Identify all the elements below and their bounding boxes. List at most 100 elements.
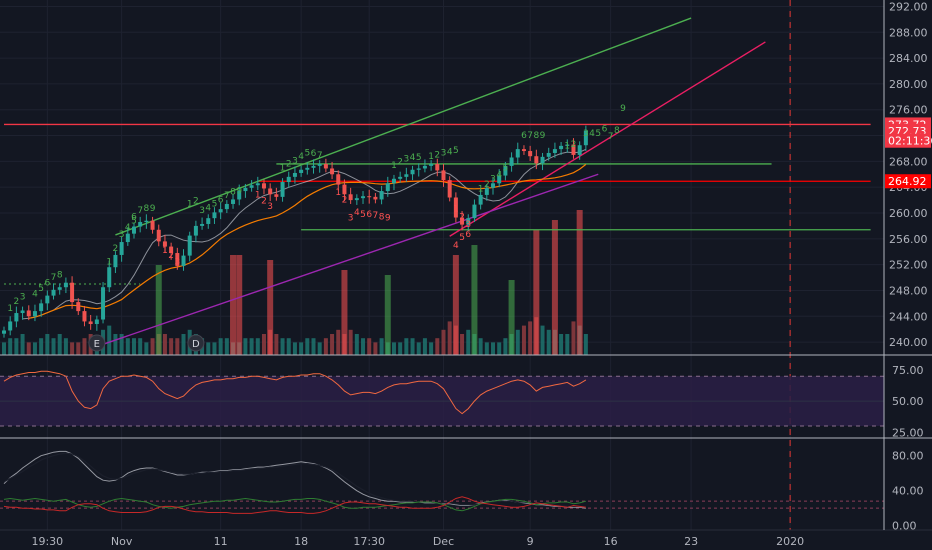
candle-body: [361, 196, 366, 199]
sequential-count-label: 6: [44, 278, 50, 288]
sequential-count-label: 5: [304, 149, 310, 159]
candle-body: [181, 255, 186, 266]
sequential-count-label: 4: [354, 208, 360, 218]
signal-volume-bar: [533, 230, 540, 355]
volume-bar: [398, 342, 403, 355]
event-marker-label[interactable]: D: [192, 339, 200, 350]
candle-body: [131, 226, 136, 234]
sequential-count-label: 5: [459, 233, 465, 243]
candle-body: [460, 217, 465, 225]
signal-volume-bar: [508, 280, 515, 355]
volume-bar: [8, 338, 13, 355]
signal-volume-bar: [341, 270, 348, 355]
candle-body: [559, 145, 564, 150]
time-tick-label: 18: [294, 535, 308, 548]
volume-bar: [404, 338, 409, 355]
candle-body: [515, 149, 520, 158]
volume-bar: [379, 338, 384, 355]
volume-bar: [51, 338, 56, 355]
sequential-count-label: 2: [459, 212, 465, 222]
sequential-count-label: 2: [14, 297, 20, 307]
volume-bar: [70, 342, 75, 355]
volume-bar: [39, 338, 44, 355]
candle-body: [497, 175, 502, 184]
volume-bar: [274, 334, 279, 355]
sequential-count-label: 3: [174, 258, 180, 268]
price-tick-label: 244.00: [889, 310, 928, 323]
volume-bar: [491, 342, 496, 355]
sequential-count-label: 1: [187, 200, 193, 210]
event-marker-circle[interactable]: [187, 334, 205, 352]
candle-body: [478, 194, 483, 205]
candle-body: [231, 199, 236, 204]
candle-body: [292, 172, 297, 177]
candle-body: [169, 246, 174, 254]
candle-body: [206, 218, 211, 224]
sequential-count-label: 8: [57, 271, 63, 281]
volume-bar: [212, 342, 217, 355]
sequential-count-label: 5: [360, 210, 366, 220]
candle-body: [491, 183, 496, 188]
volume-bar: [515, 329, 520, 355]
sequential-count-label: 1: [564, 141, 570, 151]
volume-bar: [497, 342, 502, 355]
pane-separators[interactable]: [0, 354, 932, 531]
volume-bar: [32, 342, 37, 355]
sequential-count-label: 6: [311, 149, 317, 159]
volume-bar: [162, 334, 167, 355]
event-marker-circle[interactable]: [88, 334, 106, 352]
candle-body: [583, 130, 588, 146]
volume-bar: [305, 338, 310, 355]
sequential-count-label: 7: [137, 206, 143, 216]
sequential-count-label: 1: [335, 188, 341, 198]
event-marker-label[interactable]: E: [94, 339, 100, 350]
candle-body: [26, 310, 31, 317]
sequential-count-label: 5: [212, 200, 218, 210]
time-tick-label: 16: [604, 535, 618, 548]
price-tick-label: 280.00: [889, 78, 928, 91]
sequential-count-label: 2: [286, 160, 292, 170]
sequential-count-label: 4: [125, 223, 131, 233]
signal-volume-bar: [384, 275, 391, 355]
sequential-count-label: 3: [465, 220, 471, 230]
candle-body: [255, 183, 260, 186]
volume-bar: [63, 338, 68, 355]
candle-body: [125, 233, 130, 243]
price-label-text: 02:11:36: [888, 135, 932, 148]
sequential-count-label: 4: [410, 153, 416, 163]
candle-body: [546, 152, 551, 157]
sequential-count-label: 3: [199, 206, 205, 216]
volume-bar: [367, 338, 372, 355]
volume-bar: [181, 334, 186, 355]
sequential-count-label: 1: [428, 152, 434, 162]
ma-fast-line: [22, 148, 587, 320]
candle-body: [70, 282, 75, 303]
price-tick-label: 252.00: [889, 259, 928, 272]
volume-bar: [429, 342, 434, 355]
signal-volume-bars: [155, 210, 583, 355]
sequential-count-label: 4: [298, 152, 304, 162]
volume-bar: [583, 334, 588, 355]
volume-bar: [348, 329, 353, 355]
candle-body: [484, 187, 489, 195]
candle-body: [422, 165, 427, 169]
volume-bar: [478, 338, 483, 355]
candle-body: [119, 242, 124, 255]
sequential-count-label: 3: [20, 292, 26, 302]
volume-bar: [299, 342, 304, 355]
sequential-count-label: 8: [144, 204, 150, 214]
volume-bar: [175, 338, 180, 355]
candle-body: [51, 289, 56, 296]
sequential-count-label: 5: [503, 163, 509, 173]
candle-body: [528, 151, 533, 157]
candle-body: [416, 168, 421, 170]
candle-body: [466, 218, 471, 225]
candle-body: [280, 182, 285, 197]
candle-body: [472, 204, 477, 219]
time-tick-label: 19:30: [31, 535, 63, 548]
volume-bar: [441, 329, 446, 355]
candle-body: [138, 222, 143, 227]
volume-bar: [119, 334, 124, 355]
